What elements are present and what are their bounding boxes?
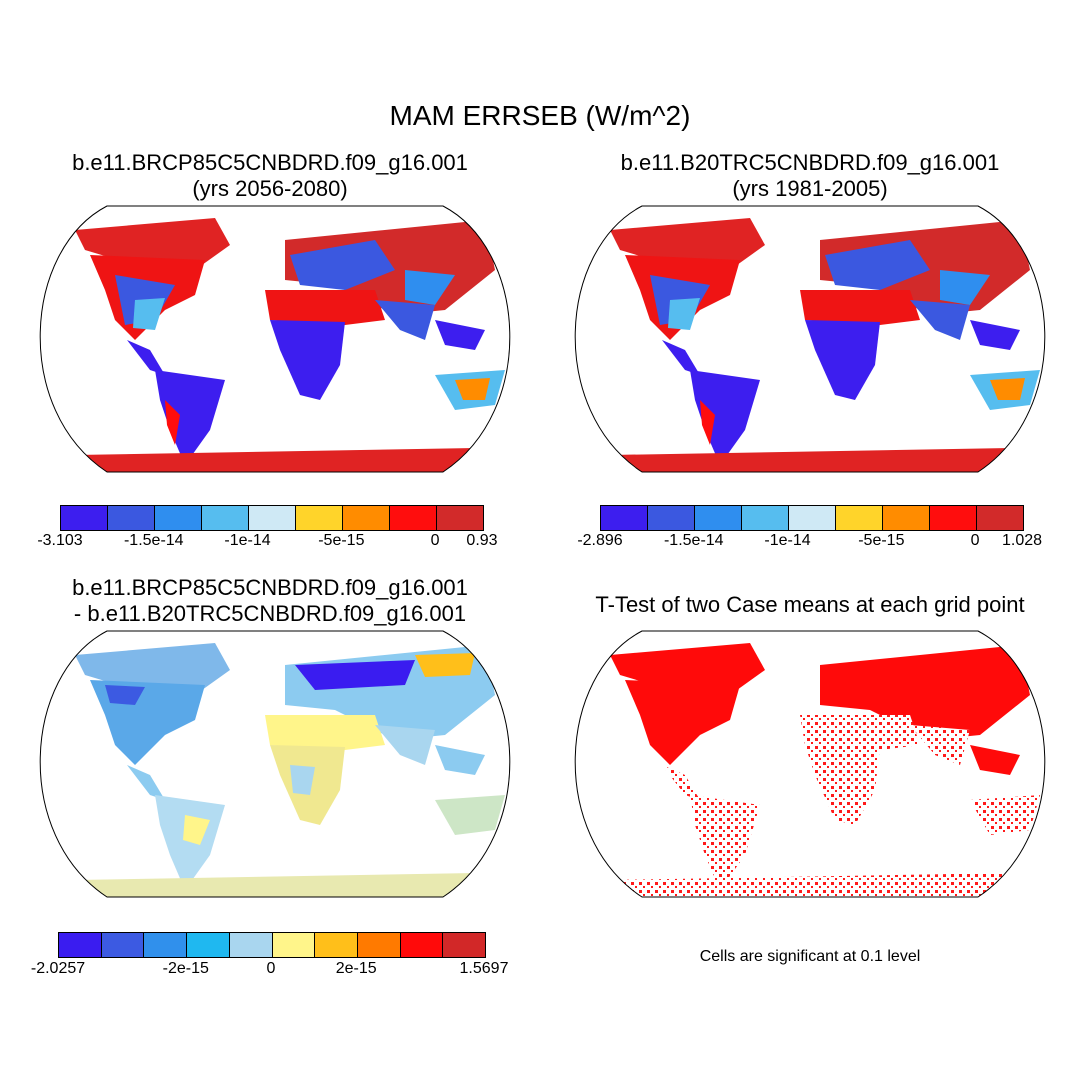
colorbar-label: 2e-15	[335, 960, 377, 977]
colorbar-label: 1.5697	[459, 960, 509, 977]
panel-br-title-line1: T-Test of two Case means at each grid po…	[595, 592, 1025, 617]
colorbar-label: -1e-14	[224, 532, 271, 549]
panel-tr-title: b.e11.B20TRC5CNBDRD.f09_g16.001 (yrs 198…	[560, 150, 1060, 202]
panel-bl-title-line1: b.e11.BRCP85C5CNBDRD.f09_g16.001	[72, 575, 468, 600]
map-bottom-left	[39, 630, 511, 898]
colorbar-label: -2e-15	[162, 960, 209, 977]
colorbar-label: -5e-15	[858, 532, 905, 549]
colorbar-label: -2.0257	[30, 960, 86, 977]
colorbar-top-right	[600, 505, 1024, 531]
colorbar-swatch	[742, 506, 789, 530]
colorbar-swatch	[202, 506, 249, 530]
colorbar-label: -1.5e-14	[123, 532, 184, 549]
colorbar-swatch	[695, 506, 742, 530]
colorbar-swatch	[357, 933, 401, 957]
colorbar-swatch	[61, 506, 108, 530]
colorbar-label: -5e-15	[318, 532, 365, 549]
colorbar-label: -3.103	[37, 532, 83, 549]
significance-note: Cells are significant at 0.1 level	[699, 948, 921, 965]
colorbar-swatch	[836, 506, 883, 530]
colorbar-swatch	[229, 933, 273, 957]
colorbar-top-left	[60, 505, 484, 531]
panel-bl-title: b.e11.BRCP85C5CNBDRD.f09_g16.001 - b.e11…	[20, 575, 520, 627]
map-bottom-right	[574, 630, 1046, 898]
colorbar-swatch	[930, 506, 977, 530]
colorbar-swatch	[101, 933, 145, 957]
colorbar-swatch	[648, 506, 695, 530]
colorbar-swatch	[601, 506, 648, 530]
colorbar-label: -2.896	[577, 532, 623, 549]
colorbar-swatch	[272, 933, 316, 957]
colorbar-label: 0	[266, 960, 276, 977]
colorbar-swatch	[315, 933, 358, 957]
colorbar-bottom-left	[58, 932, 486, 958]
colorbar-swatch	[249, 506, 296, 530]
colorbar-swatch	[155, 506, 202, 530]
panel-tr-title-line2: (yrs 1981-2005)	[732, 176, 888, 201]
colorbar-label: -1.5e-14	[663, 532, 724, 549]
colorbar-label: 0	[970, 532, 980, 549]
colorbar-swatch	[108, 506, 155, 530]
panel-tl-title-line2: (yrs 2056-2080)	[192, 176, 348, 201]
colorbar-swatch	[390, 506, 437, 530]
colorbar-swatch	[977, 506, 1023, 530]
panel-tr-title-line1: b.e11.B20TRC5CNBDRD.f09_g16.001	[620, 150, 1000, 175]
colorbar-swatch	[883, 506, 930, 530]
colorbar-swatch	[144, 933, 188, 957]
colorbar-swatch	[343, 506, 390, 530]
colorbar-label: -1e-14	[764, 532, 811, 549]
map-top-right	[574, 205, 1046, 473]
colorbar-label: 0.93	[466, 532, 498, 549]
map-top-left	[39, 205, 511, 473]
colorbar-swatch	[789, 506, 836, 530]
colorbar-swatch	[59, 933, 102, 957]
colorbar-label: 1.028	[1001, 532, 1043, 549]
panel-br-title: T-Test of two Case means at each grid po…	[555, 592, 1065, 618]
colorbar-swatch	[443, 933, 486, 957]
colorbar-swatch	[296, 506, 343, 530]
colorbar-label: 0	[430, 532, 440, 549]
main-title: MAM ERRSEB (W/m^2)	[389, 100, 691, 131]
panel-tl-title-line1: b.e11.BRCP85C5CNBDRD.f09_g16.001	[72, 150, 468, 175]
panel-bl-title-line2: - b.e11.B20TRC5CNBDRD.f09_g16.001	[73, 601, 467, 626]
panel-tl-title: b.e11.BRCP85C5CNBDRD.f09_g16.001 (yrs 20…	[20, 150, 520, 202]
colorbar-swatch	[400, 933, 444, 957]
colorbar-swatch	[187, 933, 230, 957]
colorbar-swatch	[437, 506, 483, 530]
